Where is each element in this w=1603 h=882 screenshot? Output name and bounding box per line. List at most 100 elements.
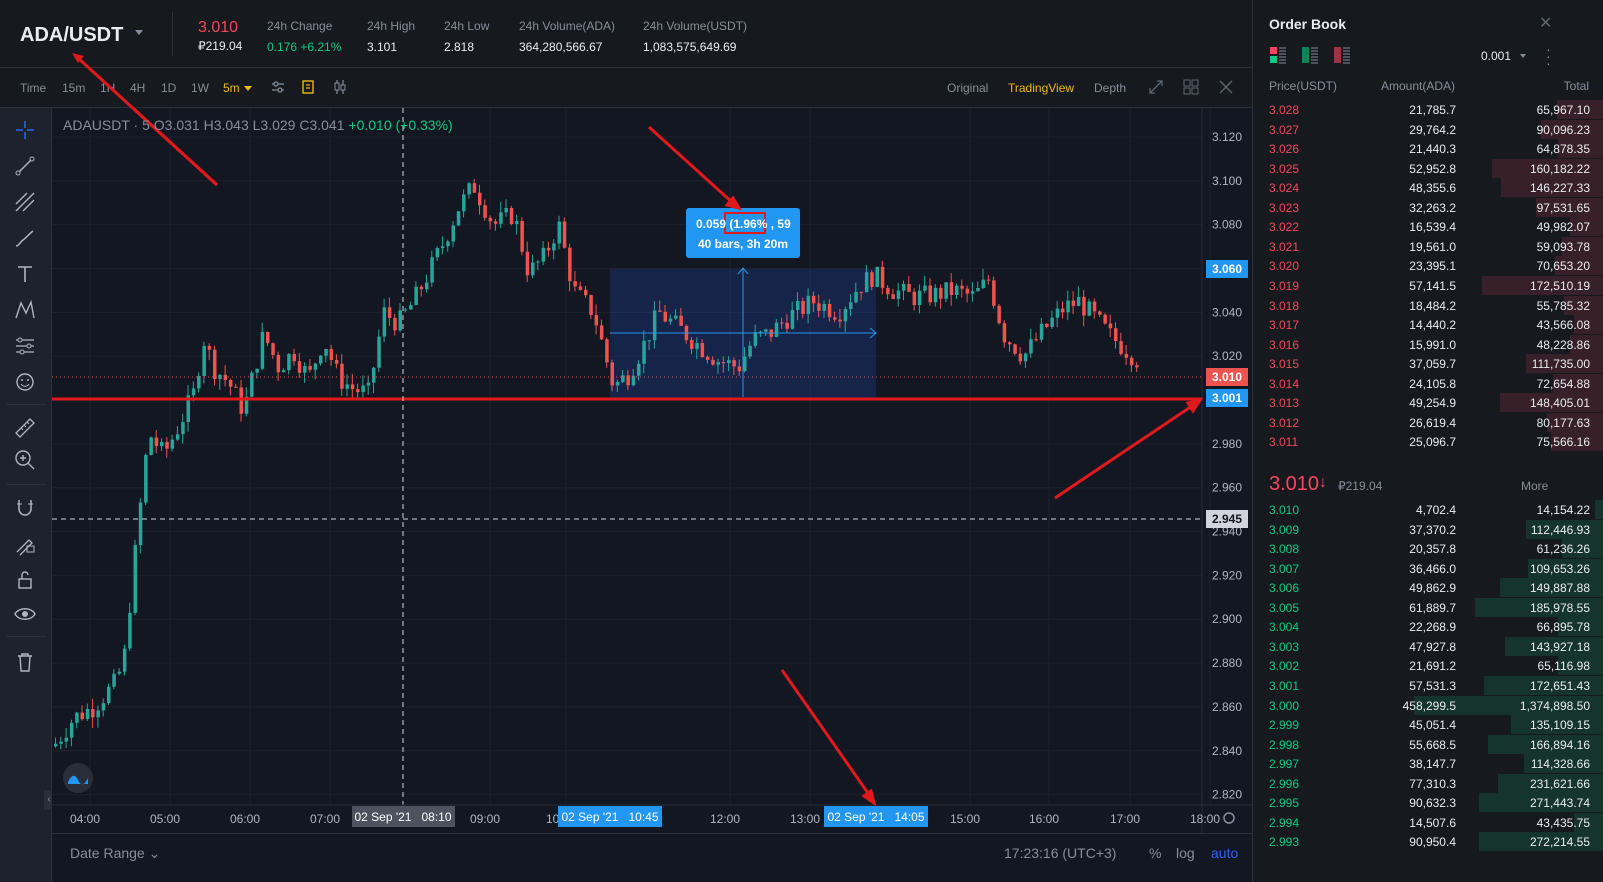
book-mode-both-icon[interactable]: [1269, 46, 1287, 64]
emoji-icon[interactable]: [13, 370, 37, 394]
last-price-fiat: ₽219.04: [198, 39, 243, 53]
more-options-icon[interactable]: · · ·: [1546, 41, 1551, 71]
ask-row[interactable]: 3.024 48,355.6 146,227.33: [1253, 178, 1603, 198]
bid-row[interactable]: 3.005 61,889.7 185,978.55: [1253, 597, 1603, 617]
auto-scale-toggle[interactable]: auto: [1211, 845, 1239, 861]
interval-15m[interactable]: 15m: [62, 81, 86, 95]
brush-icon[interactable]: [13, 226, 37, 250]
ask-row[interactable]: 3.025 52,952.8 160,182.22: [1253, 158, 1603, 178]
interval-dropdown[interactable]: 5m: [223, 81, 252, 95]
chart-area[interactable]: 3.120 3.100 3.080 3.060 3.040 3.020 2.980 2.960…: [52, 54, 1252, 833]
bid-row[interactable]: 2.994 14,507.6 43,435.75: [1253, 812, 1603, 832]
ask-row[interactable]: 3.012 26,619.4 80,177.63: [1253, 412, 1603, 432]
bid-row[interactable]: 2.999 45,051.4 135,109.15: [1253, 715, 1603, 735]
lock-drawing-icon[interactable]: [13, 532, 37, 556]
bid-row[interactable]: 2.993 90,950.4 272,214.55: [1253, 832, 1603, 852]
book-mode-bids-icon[interactable]: [1301, 46, 1319, 64]
bid-row[interactable]: 2.996 77,310.3 231,621.66: [1253, 773, 1603, 793]
candlestick-type-icon[interactable]: [332, 79, 348, 95]
view-depth[interactable]: Depth: [1094, 81, 1127, 95]
candle-body: [1082, 296, 1086, 316]
eye-icon[interactable]: [13, 602, 37, 626]
unlock-icon[interactable]: [13, 568, 37, 592]
interval-1h[interactable]: 1H: [100, 81, 116, 95]
bid-row[interactable]: 3.006 49,862.9 149,887.88: [1253, 578, 1603, 598]
expand-icon[interactable]: [1148, 79, 1164, 95]
bid-row[interactable]: 3.001 57,531.3 172,651.43: [1253, 675, 1603, 695]
trash-icon[interactable]: [13, 650, 37, 674]
pair-selector[interactable]: ADA/USDT: [20, 24, 124, 46]
magnet-icon[interactable]: [13, 496, 37, 520]
book-mode-asks-icon[interactable]: [1333, 46, 1351, 64]
candle-body: [594, 315, 599, 326]
interval-4h[interactable]: 4H: [130, 81, 146, 95]
candle-body: [324, 349, 328, 356]
fib-tools-icon[interactable]: [13, 190, 37, 214]
ruler-icon[interactable]: [13, 416, 37, 440]
candle-body: [133, 545, 137, 613]
grid-layout-icon[interactable]: [1183, 79, 1199, 95]
bid-row[interactable]: 3.003 47,927.8 143,927.18: [1253, 636, 1603, 656]
more-link[interactable]: More: [1521, 479, 1549, 493]
bid-amount: 38,147.7: [1409, 757, 1456, 772]
zoom-in-icon[interactable]: [13, 448, 37, 472]
ask-row[interactable]: 3.027 29,764.2 90,096.23: [1253, 119, 1603, 139]
pattern-tool-icon[interactable]: [13, 298, 37, 322]
tick-size-select[interactable]: 0.001: [1481, 49, 1512, 63]
interval-1w[interactable]: 1W: [191, 81, 209, 95]
bid-row[interactable]: 3.000 458,299.5 1,374,898.50: [1253, 695, 1603, 715]
bid-row[interactable]: 2.995 90,632.3 271,443.74: [1253, 793, 1603, 813]
interval-1d[interactable]: 1D: [161, 81, 177, 95]
price-label-last: 3.010: [1212, 370, 1242, 384]
gear-icon[interactable]: [1223, 812, 1235, 824]
bid-total: 66,895.78: [1536, 620, 1590, 635]
chevron-down-icon[interactable]: [135, 30, 143, 35]
trend-line-icon[interactable]: [13, 154, 37, 178]
ask-row[interactable]: 3.014 24,105.8 72,654.88: [1253, 373, 1603, 393]
candle-body: [85, 708, 90, 720]
ask-row[interactable]: 3.028 21,785.7 65,967.10: [1253, 100, 1603, 119]
ask-row[interactable]: 3.015 37,059.7 111,735.00: [1253, 354, 1603, 374]
text-tool-icon[interactable]: [13, 262, 37, 286]
bid-row[interactable]: 3.007 36,466.0 109,653.26: [1253, 558, 1603, 578]
collapse-toolbar-button[interactable]: ‹: [44, 790, 54, 810]
close-icon[interactable]: ✕: [1539, 15, 1553, 32]
bid-row[interactable]: 2.997 38,147.7 114,328.66: [1253, 754, 1603, 774]
ask-row[interactable]: 3.019 57,141.5 172,510.19: [1253, 275, 1603, 295]
interval-time[interactable]: Time: [20, 81, 47, 95]
bid-row[interactable]: 3.008 20,357.8 61,236.26: [1253, 539, 1603, 559]
bid-row[interactable]: 3.004 22,268.9 66,895.78: [1253, 617, 1603, 637]
ask-row[interactable]: 3.021 19,561.0 59,093.78: [1253, 236, 1603, 256]
price-chart[interactable]: 3.120 3.100 3.080 3.060 3.040 3.020 2.980 2.960…: [52, 54, 1252, 833]
ask-row[interactable]: 3.016 15,991.0 48,228.86: [1253, 334, 1603, 354]
prediction-tool-icon[interactable]: [13, 334, 37, 358]
log-scale-toggle[interactable]: log: [1176, 845, 1195, 861]
chevron-down-icon[interactable]: [1520, 54, 1526, 58]
tradingview-logo[interactable]: [63, 763, 93, 793]
ask-row[interactable]: 3.013 49,254.9 148,405.01: [1253, 393, 1603, 413]
candle-body: [435, 248, 440, 258]
ask-row[interactable]: 3.022 16,539.4 49,982.07: [1253, 217, 1603, 237]
ask-row[interactable]: 3.023 32,263.2 97,531.65: [1253, 197, 1603, 217]
bid-row[interactable]: 3.010 4,702.4 14,154.22: [1253, 500, 1603, 519]
close-icon[interactable]: [1218, 79, 1234, 95]
ask-row[interactable]: 3.026 21,440.3 64,878.35: [1253, 139, 1603, 159]
bookmark-icon[interactable]: [300, 79, 316, 95]
crosshair-icon[interactable]: [13, 118, 37, 142]
candle-body: [266, 332, 270, 344]
view-tradingview[interactable]: TradingView: [1008, 81, 1075, 95]
depth-bar: [1478, 832, 1603, 852]
bid-row[interactable]: 2.998 55,668.5 166,894.16: [1253, 734, 1603, 754]
percent-scale-toggle[interactable]: %: [1149, 845, 1162, 861]
ask-row[interactable]: 3.017 14,440.2 43,566.08: [1253, 315, 1603, 335]
date-range-button[interactable]: Date Range ⌄: [70, 845, 160, 862]
ask-row[interactable]: 3.020 23,395.1 70,653.20: [1253, 256, 1603, 276]
candle-body: [912, 291, 917, 306]
ask-row[interactable]: 3.011 25,096.7 75,566.16: [1253, 432, 1603, 452]
bid-price: 3.001: [1269, 678, 1300, 693]
view-original[interactable]: Original: [947, 81, 989, 95]
bid-row[interactable]: 3.009 37,370.2 112,446.93: [1253, 519, 1603, 539]
indicators-icon[interactable]: [270, 79, 286, 95]
ask-row[interactable]: 3.018 18,484.2 55,785.32: [1253, 295, 1603, 315]
bid-row[interactable]: 3.002 21,691.2 65,116.98: [1253, 656, 1603, 676]
